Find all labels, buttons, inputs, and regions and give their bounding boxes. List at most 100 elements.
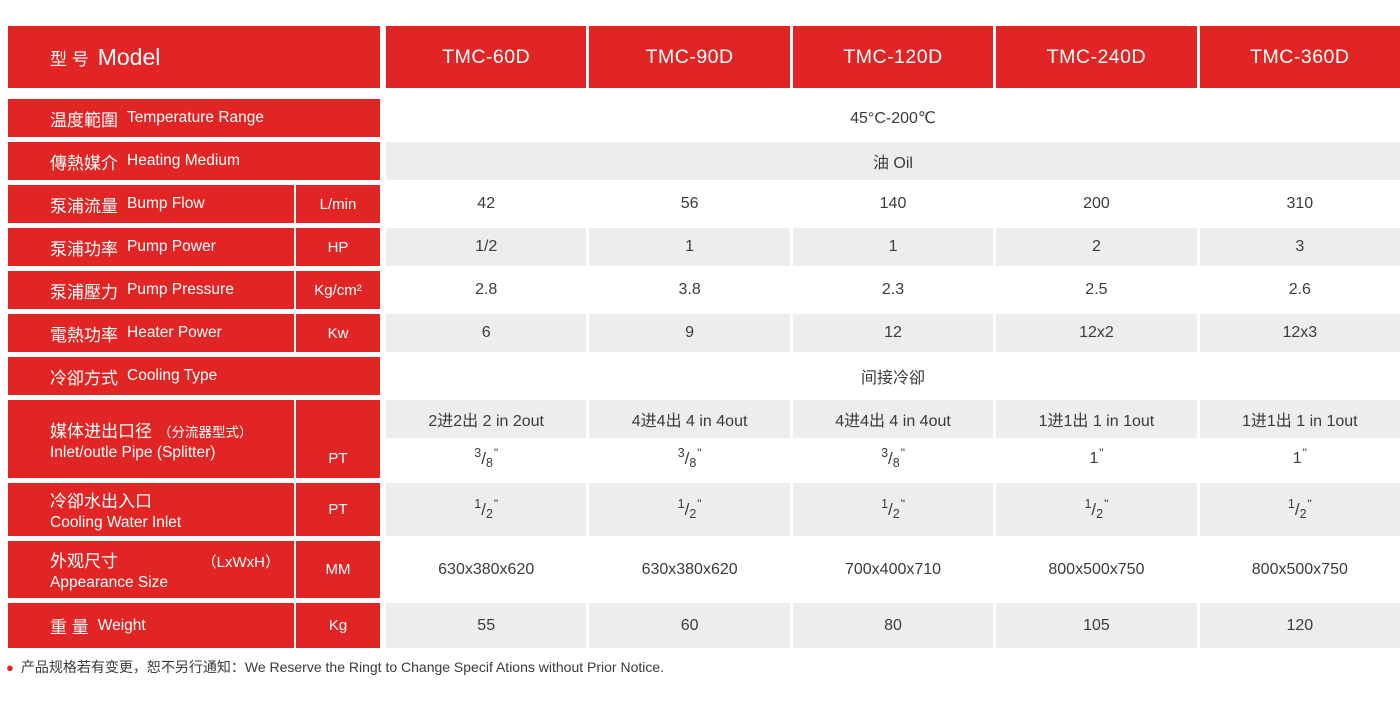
pipe-values: 2进2出 2 in 2out 4进4出 4 in 4out 4进4出 4 in …	[386, 400, 1400, 478]
heater-power-value: 9	[589, 314, 790, 352]
pipe-inout-value: 2进2出 2 in 2out	[386, 400, 587, 438]
water-label-line1: 冷卻水出入口	[50, 487, 294, 512]
fraction-denominator: 2	[1299, 506, 1307, 521]
inch-mark: "	[1302, 446, 1307, 461]
model-column-tmc360d: TMC-360D	[1199, 26, 1400, 88]
footer-note: ● 产品规格若有变更，恕不另行通知： We Reserve the Ringt …	[6, 657, 1400, 677]
bullet-icon: ●	[6, 659, 14, 675]
pump-pressure-value: 2.6	[1199, 271, 1400, 309]
fraction-slash: /	[684, 499, 690, 519]
pipe-size-cell: 1 "	[1199, 440, 1400, 478]
fraction-numerator: 3	[474, 446, 482, 461]
model-column-tmc90d: TMC-90D	[589, 26, 790, 88]
appearance-value: 630x380x620	[589, 541, 790, 598]
pipe-size-cell: 1 "	[996, 440, 1197, 478]
bump-flow-value: 56	[589, 185, 790, 223]
fraction-denominator: 8	[689, 456, 697, 471]
fraction-numerator: 3	[881, 446, 889, 461]
bump-flow-en: Bump Flow	[127, 195, 205, 212]
heater-power-label: 電熱功率 Heater Power	[8, 314, 294, 352]
water-size-cell: 1/2 "	[996, 483, 1197, 536]
pipe-size-cell: 3/8 "	[589, 440, 790, 478]
cooling-type-value: 间接冷卻	[386, 357, 1400, 395]
fraction-slash: /	[481, 449, 486, 469]
heater-power-value: 12	[792, 314, 994, 352]
water-en: Cooling Water Inlet	[50, 514, 182, 531]
inch-mark: "	[1099, 446, 1104, 461]
bump-flow-value: 200	[996, 185, 1197, 223]
pipe-en: Inlet/outle Pipe (Splitter)	[50, 443, 216, 461]
weight-value: 105	[996, 603, 1197, 648]
pump-pressure-value: 2.5	[996, 271, 1197, 309]
spec-sheet: 型 号 Model TMC-60D TMC-90D TMC-120D TMC-2…	[0, 26, 1400, 677]
appearance-label: 外观尺寸 （LxWxH） Appearance Size	[8, 541, 294, 598]
pipe-label-line1: 媒体进出口径 （分流器型式）	[50, 417, 294, 442]
pump-power-value: 1/2	[386, 228, 587, 266]
table-header-row: 型 号 Model TMC-60D TMC-90D TMC-120D TMC-2…	[8, 26, 1400, 88]
bump-flow-value: 140	[792, 185, 994, 223]
fraction-numerator: 1	[881, 496, 889, 511]
row-heating-medium: 傳熱媒介 Heating Medium 油 Oil	[8, 142, 1400, 180]
heater-power-en: Heater Power	[127, 324, 222, 341]
cooling-type-en: Cooling Type	[127, 367, 218, 384]
row-heater-power: 電熱功率 Heater Power Kw 6 9 12 12x2 12x3	[8, 314, 1400, 352]
inch-mark: "	[493, 446, 499, 461]
model-column-tmc120d: TMC-120D	[792, 26, 994, 88]
heating-medium-en: Heating Medium	[127, 152, 240, 169]
pipe-zh: 媒体进出口径	[50, 421, 152, 441]
pipe-label: 媒体进出口径 （分流器型式） Inlet/outle Pipe (Splitte…	[8, 400, 294, 478]
heater-power-zh: 電熱功率	[50, 325, 118, 345]
inch-mark: "	[900, 496, 905, 511]
cooling-type-label: 冷卻方式 Cooling Type	[8, 357, 380, 395]
pump-pressure-en: Pump Pressure	[127, 281, 234, 298]
water-size-cell: 1/2 "	[1199, 483, 1400, 536]
pump-power-en: Pump Power	[127, 238, 216, 255]
fraction-denominator: 2	[485, 506, 493, 521]
weight-value: 60	[589, 603, 790, 648]
pump-pressure-value: 2.8	[386, 271, 587, 309]
pump-pressure-label: 泵浦壓力 Pump Pressure	[8, 271, 294, 309]
fraction-numerator: 1	[1287, 496, 1295, 511]
footer-note-zh: 产品规格若有变更，恕不另行通知：	[20, 659, 245, 675]
pump-pressure-unit: Kg/cm²	[296, 271, 380, 309]
water-zh: 冷卻水出入口	[50, 492, 152, 511]
fraction-denominator: 2	[1096, 506, 1104, 521]
bump-flow-unit: L/min	[296, 185, 380, 223]
weight-label: 重 量 Weight	[8, 603, 294, 648]
appearance-value: 700x400x710	[792, 541, 994, 598]
pump-power-value: 1	[589, 228, 790, 266]
bump-flow-zh: 泵浦流量	[50, 196, 118, 216]
pump-pressure-value: 2.3	[792, 271, 994, 309]
heating-medium-value: 油 Oil	[386, 142, 1400, 180]
pipe-inout-value: 1进1出 1 in 1out	[1199, 400, 1400, 438]
inch-mark: "	[493, 496, 499, 511]
pipe-paren: （分流器型式）	[158, 424, 253, 440]
bump-flow-value: 310	[1199, 185, 1400, 223]
row-weight: 重 量 Weight Kg 55 60 80 105 120	[8, 603, 1400, 648]
inch-mark: "	[697, 496, 702, 511]
heating-medium-zh: 傳熱媒介	[50, 153, 118, 173]
bump-flow-label: 泵浦流量 Bump Flow	[8, 185, 294, 223]
pump-power-label: 泵浦功率 Pump Power	[8, 228, 294, 266]
fraction-denominator: 2	[689, 506, 697, 521]
pump-power-unit: HP	[296, 228, 380, 266]
pump-power-value: 1	[792, 228, 994, 266]
appearance-value: 630x380x620	[386, 541, 587, 598]
row-bump-flow: 泵浦流量 Bump Flow L/min 42 56 140 200 310	[8, 185, 1400, 223]
weight-zh: 重 量	[50, 618, 89, 637]
heater-power-value: 12x2	[996, 314, 1197, 352]
fraction-slash: /	[888, 449, 893, 469]
water-size-cell: 1/2 "	[589, 483, 790, 536]
pump-power-value: 2	[996, 228, 1197, 266]
fraction-numerator: 3	[677, 446, 685, 461]
temperature-range-zh: 温度範圍	[50, 110, 118, 130]
water-size-cell: 1/2 "	[386, 483, 587, 536]
weight-value: 55	[386, 603, 587, 648]
water-size-cell: 1/2 "	[792, 483, 994, 536]
whole-number: 1	[1292, 450, 1302, 468]
pump-pressure-value: 3.8	[589, 271, 790, 309]
inch-mark: "	[1104, 496, 1109, 511]
weight-value: 80	[792, 603, 994, 648]
fraction-denominator: 2	[892, 506, 900, 521]
appearance-en: Appearance Size	[50, 574, 169, 591]
